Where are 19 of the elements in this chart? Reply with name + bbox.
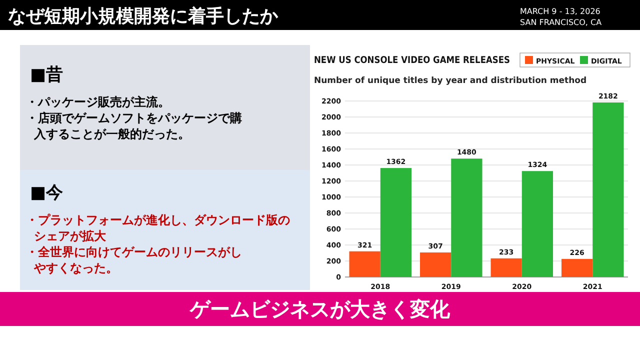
bar [349, 251, 380, 277]
text: ・パッケージ販売が主流。 [26, 95, 170, 109]
text: ■昔 [30, 65, 64, 85]
text: ・店頭でゲームソフトをパッケージで購入することが一般的だった。 [26, 111, 242, 141]
text: MARCH 9 - 13, 2026 [520, 7, 600, 16]
bar [380, 168, 412, 277]
bar [522, 171, 554, 277]
text: ・全世界に向けてゲームのリリースがしやすくなった。 [26, 245, 242, 275]
text: ・プラットフォームが進化し、ダウンロード版のシェアが拡大 [26, 213, 290, 243]
text: ■今 [30, 183, 64, 203]
text: ゲームビジネスが大きく変化 [189, 297, 451, 321]
bar [561, 258, 593, 277]
text: なぜ短期小規模開発に着手したか [8, 6, 279, 27]
text: SAN FRANCISCO, CA [520, 18, 602, 27]
chart-subtitle: Number of unique titles by year and distribution method [314, 76, 587, 86]
bar [420, 252, 452, 277]
bar [451, 158, 482, 277]
bar [592, 102, 624, 277]
bar [490, 258, 522, 277]
